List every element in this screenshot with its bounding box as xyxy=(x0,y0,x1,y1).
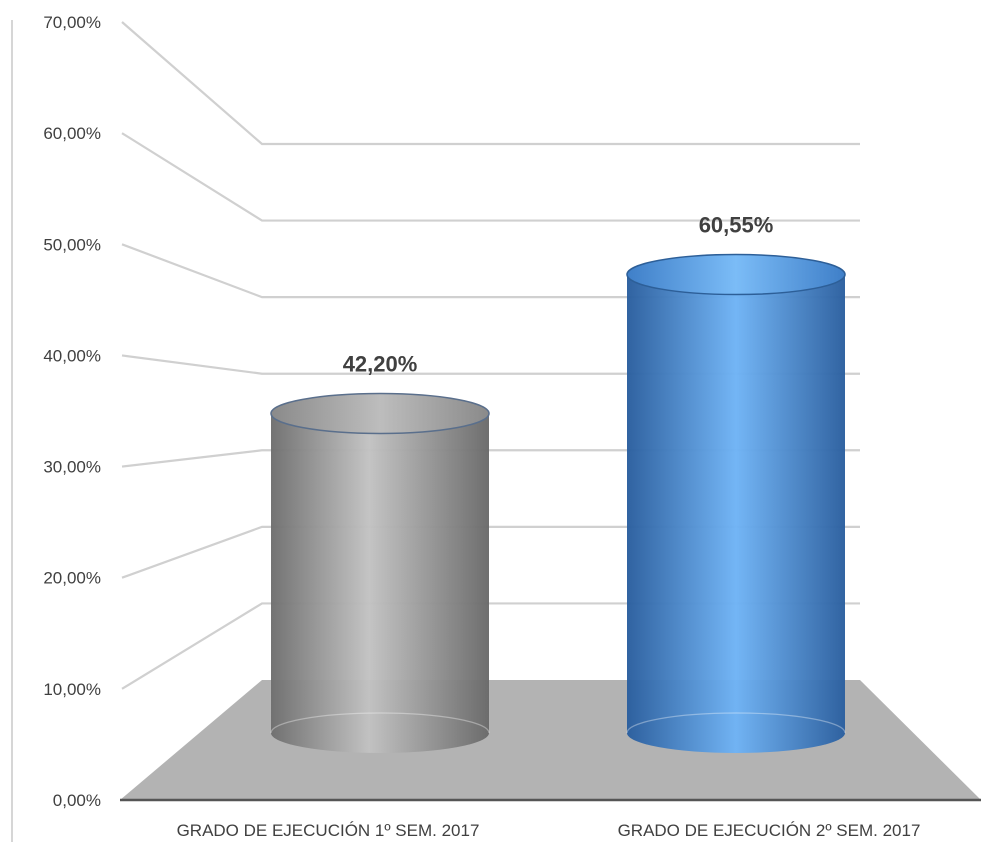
bars xyxy=(270,253,846,753)
chart-floor xyxy=(120,680,981,800)
gridlines xyxy=(121,21,860,690)
y-tick-label: 70,00% xyxy=(43,13,101,32)
gridline xyxy=(121,132,860,222)
y-tick-label: 0,00% xyxy=(53,791,101,810)
y-tick-labels: 0,00% 10,00% 20,00% 30,00% 40,00% 50,00%… xyxy=(43,13,101,810)
y-tick-label: 40,00% xyxy=(43,346,101,365)
y-tick-label: 50,00% xyxy=(43,235,101,254)
y-tick-label: 10,00% xyxy=(43,680,101,699)
cylinder-body xyxy=(271,413,489,753)
cylinder-top xyxy=(270,392,490,435)
cylinder-top xyxy=(626,253,846,296)
category-label: GRADO DE EJECUCIÓN 1º SEM. 2017 xyxy=(177,821,480,840)
cylinder-body xyxy=(627,274,845,753)
cylinder-base-back-edge xyxy=(270,712,490,734)
gridline xyxy=(121,21,860,146)
y-tick-label: 20,00% xyxy=(43,569,101,588)
category-labels: GRADO DE EJECUCIÓN 1º SEM. 2017 GRADO DE… xyxy=(177,821,921,840)
bar-1 xyxy=(270,392,490,753)
cylinder-base-back-edge xyxy=(626,712,846,734)
y-tick-label: 30,00% xyxy=(43,458,101,477)
bar-2 xyxy=(626,253,846,753)
data-labels: 42,20% 60,55% xyxy=(343,213,774,377)
data-label: 60,55% xyxy=(699,213,774,238)
y-tick-label: 60,00% xyxy=(43,124,101,143)
category-label: GRADO DE EJECUCIÓN 2º SEM. 2017 xyxy=(618,821,921,840)
data-label: 42,20% xyxy=(343,351,418,376)
